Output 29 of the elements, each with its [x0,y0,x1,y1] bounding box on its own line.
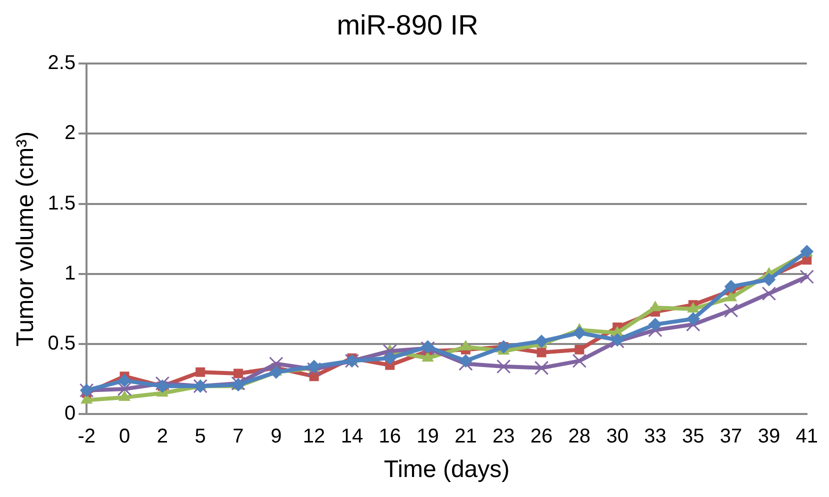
x-tick-label: 9 [270,426,282,448]
x-tick-label: 12 [302,426,326,448]
x-tick-label: 2 [156,426,168,448]
x-tick-label: 5 [194,426,206,448]
x-tick-label: -2 [78,426,96,448]
x-tick-label: 0 [118,426,130,448]
x-tick-label: 39 [758,426,780,448]
x-tick-label: 35 [682,426,704,448]
x-tick-label: 41 [796,426,818,448]
x-axis-title: Time (days) [384,456,510,484]
x-tick-label: 7 [232,426,244,448]
x-tick-label: 21 [454,426,477,448]
x-tick-label: 33 [644,426,666,448]
x-tick-label: 30 [606,426,628,448]
x-tick-label: 19 [416,426,439,448]
y-tick-label: 0.5 [48,332,76,355]
y-tick-label: 1.5 [48,192,76,214]
y-axis-title: Tumor volume (cm³) [12,131,40,346]
y-tick-label: 0 [64,402,76,425]
x-tick-label: 16 [378,426,401,448]
y-tick-label: 2.5 [48,52,76,74]
chart-title: miR-890 IR [336,10,478,41]
x-tick-label: 14 [340,426,364,448]
x-tick-label: 28 [568,426,591,448]
x-tick-label: 37 [720,426,742,448]
x-tick-label: 23 [492,426,515,448]
y-tick-label: 1 [64,262,76,284]
y-tick-label: 2 [64,122,76,144]
x-tick-label: 26 [530,426,553,448]
